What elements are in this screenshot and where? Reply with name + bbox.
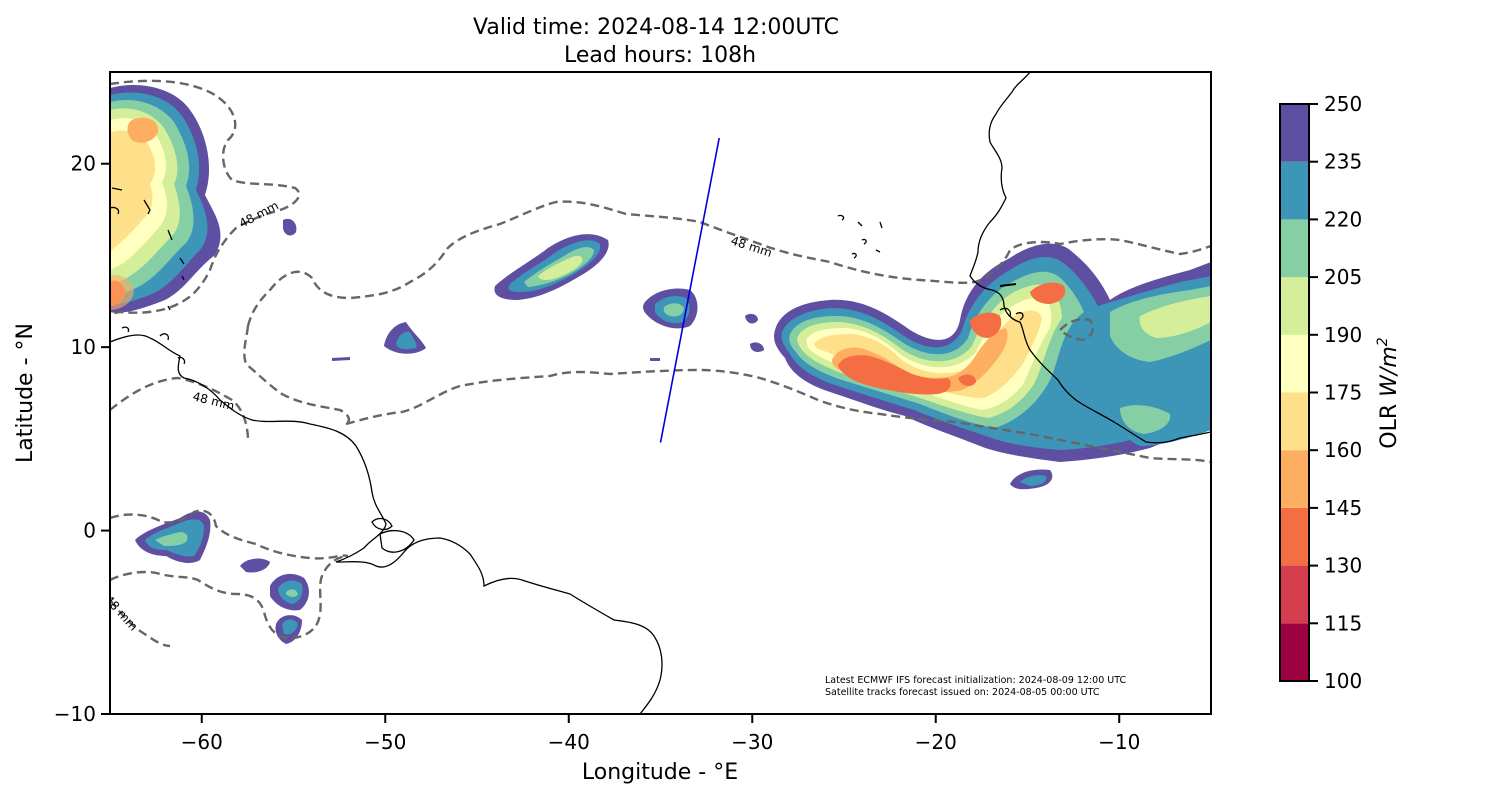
contour-line [110,509,349,560]
olr-speck [650,358,660,361]
coastline-island [167,305,171,311]
title-valid-time: Valid time: 2024-08-14 12:00UTC [473,15,839,40]
olr-region-small-1 [283,218,297,236]
y-tick-label: 10 [71,335,96,359]
contour-line [1058,318,1094,342]
colorbar-tick-label: 130 [1324,554,1362,578]
coastline-island [851,252,857,259]
colorbar-segment [1280,104,1309,162]
coastline-island [379,529,415,553]
olr-region-gulf-of-guinea [1010,469,1053,490]
coastline-island [179,257,185,265]
x-tick-label: −60 [181,730,223,754]
coastline-island [167,229,173,241]
olr-region-central-atlantic [494,234,609,300]
coastlines [110,72,1211,714]
colorbar-ticks: 100 115 130 145 160 175 190 205 220 235 250 [1309,92,1362,693]
coastline-island [110,206,120,215]
colorbar-segment [1280,277,1309,335]
colorbar-segments [1280,104,1309,681]
coastline-island [143,199,151,215]
coastline-island [177,356,186,365]
colorbar-tick-label: 190 [1324,323,1362,347]
colorbar-segment [1280,623,1309,681]
coastline-island [999,307,1012,317]
olr-region-caribbean [110,84,221,313]
coastline-island [121,326,130,333]
y-tick-label: 20 [71,152,96,176]
note-forecast-initialization: Latest ECMWF IFS forecast initialization… [825,675,1126,686]
colorbar-tick-label: 250 [1324,92,1362,116]
colorbar-label: OLR W/m2 [1375,337,1402,448]
contour-line [110,599,171,648]
coastline-island [159,333,170,341]
x-tick-label: −40 [548,730,590,754]
x-axis-label: Longitude - °E [582,760,738,785]
colorbar-tick-label: 115 [1324,611,1362,635]
colorbar-tick-label: 145 [1324,496,1362,520]
y-tick-label: −10 [54,702,96,726]
y-tick-label: 0 [83,519,96,543]
x-tick-label: −10 [1098,730,1140,754]
contour-line [243,325,351,425]
colorbar-segment [1280,392,1309,451]
title-lead-hours: Lead hours: 108h [564,43,756,68]
x-tick-label: −50 [364,730,406,754]
x-axis-ticks: −60 −50 −40 −30 −20 −10 [181,714,1140,754]
olr-speck [332,357,350,361]
colorbar-label-sup: 2 [1375,337,1391,346]
contour-line [110,79,301,316]
colorbar-tick-label: 220 [1324,207,1362,231]
contour-line [246,200,1211,327]
colorbar-segment [1280,334,1309,393]
olr-speck [745,313,758,324]
satellite-track-line [659,137,721,443]
coastline-island [879,221,883,229]
coastline-island [875,249,881,253]
contour-line [345,368,1211,464]
coastline-border [999,283,1017,287]
x-tick-label: −20 [915,730,957,754]
colorbar-segment [1280,565,1309,624]
map-area: 48 mm 48 mm 48 mm 48 mm [110,72,1211,714]
coastline-island [181,275,185,281]
coastline-island [371,517,393,531]
colorbar-tick-label: 175 [1324,381,1362,405]
axes-frame [109,71,1212,715]
coastline-island [837,214,845,221]
colorbar-segment [1280,219,1309,278]
olr-speck [750,342,764,352]
coastline-island [111,187,123,191]
coastline-africa [969,72,1211,444]
colorbar-tick-label: 205 [1324,265,1362,289]
coastline-island [861,238,867,245]
colorbar-tick-label: 100 [1324,669,1362,693]
y-axis-label: Latitude - °N [13,323,38,463]
note-satellite-tracks: Satellite tracks forecast issued on: 202… [825,687,1100,698]
colorbar-segment [1280,507,1309,566]
coastline-island [857,221,863,227]
olr-region-small-2 [384,322,426,354]
colorbar-label-unit: W/m [1377,346,1402,397]
colorbar-segment [1280,450,1309,508]
colorbar-tick-label: 160 [1324,438,1362,462]
contour-line [110,554,347,640]
coastline-island [1015,312,1024,321]
x-tick-label: −30 [731,730,773,754]
coastline-south-america [110,334,663,714]
colorbar-label-main: OLR [1377,397,1402,449]
y-axis-ticks: −10 0 10 20 [54,152,110,726]
colorbar-segment [1280,161,1309,220]
colorbar-tick-label: 235 [1324,150,1362,174]
colorbar: 100 115 130 145 160 175 190 205 220 235 250 OLR W/… [1279,92,1402,693]
